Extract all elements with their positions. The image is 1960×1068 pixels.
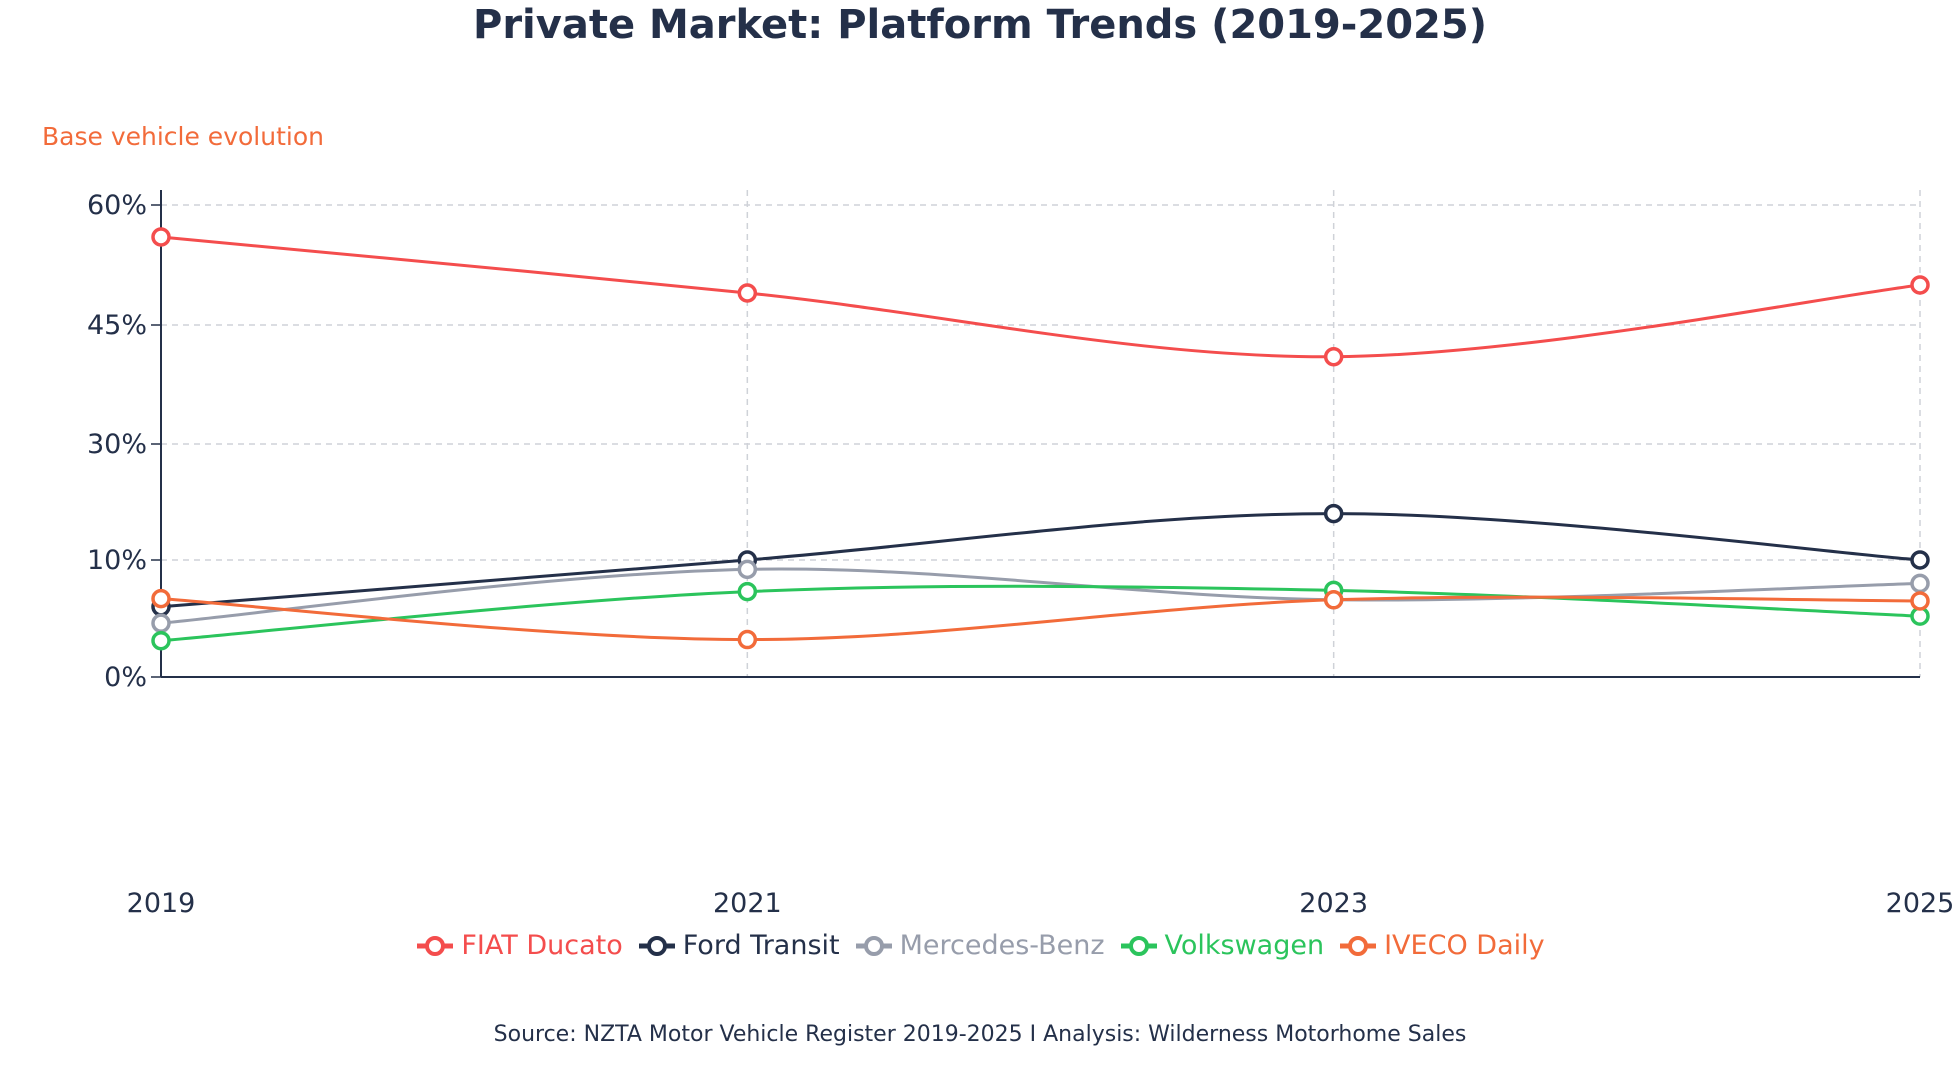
series-line <box>160 584 1921 643</box>
data-point <box>1323 346 1344 367</box>
x-tick-label: 2021 <box>713 888 782 919</box>
series-line <box>160 595 1921 642</box>
legend-marker-icon <box>855 935 892 956</box>
data-point <box>151 613 171 633</box>
data-point <box>151 588 171 609</box>
x-tick-label: 2019 <box>127 888 196 919</box>
legend-item[interactable]: Volkswagen <box>1119 930 1325 961</box>
data-point <box>737 283 758 303</box>
legend-label: IVECO Daily <box>1384 930 1545 961</box>
series-line <box>160 567 1921 625</box>
legend-marker-icon <box>417 935 454 956</box>
source-note: Source: NZTA Motor Vehicle Register 2019… <box>493 1022 1467 1047</box>
legend-marker-icon <box>1120 935 1157 956</box>
data-point <box>1323 503 1344 524</box>
legend-label: Ford Transit <box>682 930 840 961</box>
legend-item[interactable]: Ford Transit <box>637 930 840 961</box>
data-point <box>737 559 758 580</box>
data-point <box>1910 275 1930 295</box>
data-point <box>737 581 758 602</box>
legend-label: Volkswagen <box>1164 930 1325 961</box>
data-point <box>1910 591 1930 611</box>
y-tick-label: 30% <box>87 429 147 460</box>
x-tick-label: 2025 <box>1886 888 1955 919</box>
data-point <box>1910 550 1930 570</box>
series-line <box>160 512 1921 609</box>
data-point <box>151 630 171 651</box>
legend-label: FIAT Ducato <box>461 930 623 961</box>
legend: FIAT Ducato Ford Transit Mercedes-Benz Volk… <box>0 930 1960 961</box>
y-tick-label: 10% <box>87 545 147 576</box>
data-point <box>151 227 171 247</box>
chart-title: Private Market: Platform Trends (2019-20… <box>473 2 1487 48</box>
series-line <box>160 235 1921 359</box>
legend-item[interactable]: IVECO Daily <box>1338 930 1545 961</box>
data-point <box>737 629 758 650</box>
data-point <box>1910 573 1930 594</box>
legend-marker-icon <box>638 935 675 956</box>
y-tick-label: 45% <box>87 310 147 341</box>
legend-label: Mercedes-Benz <box>899 930 1105 961</box>
chart-subtitle: Base vehicle evolution <box>42 122 324 151</box>
y-tick-label: 0% <box>104 662 147 693</box>
legend-marker-icon <box>1340 935 1377 956</box>
data-point <box>1323 590 1344 610</box>
legend-item[interactable]: FIAT Ducato <box>415 930 623 961</box>
legend-item[interactable]: Mercedes-Benz <box>854 930 1105 961</box>
x-tick-label: 2023 <box>1299 888 1368 919</box>
y-tick-label: 60% <box>87 190 147 221</box>
